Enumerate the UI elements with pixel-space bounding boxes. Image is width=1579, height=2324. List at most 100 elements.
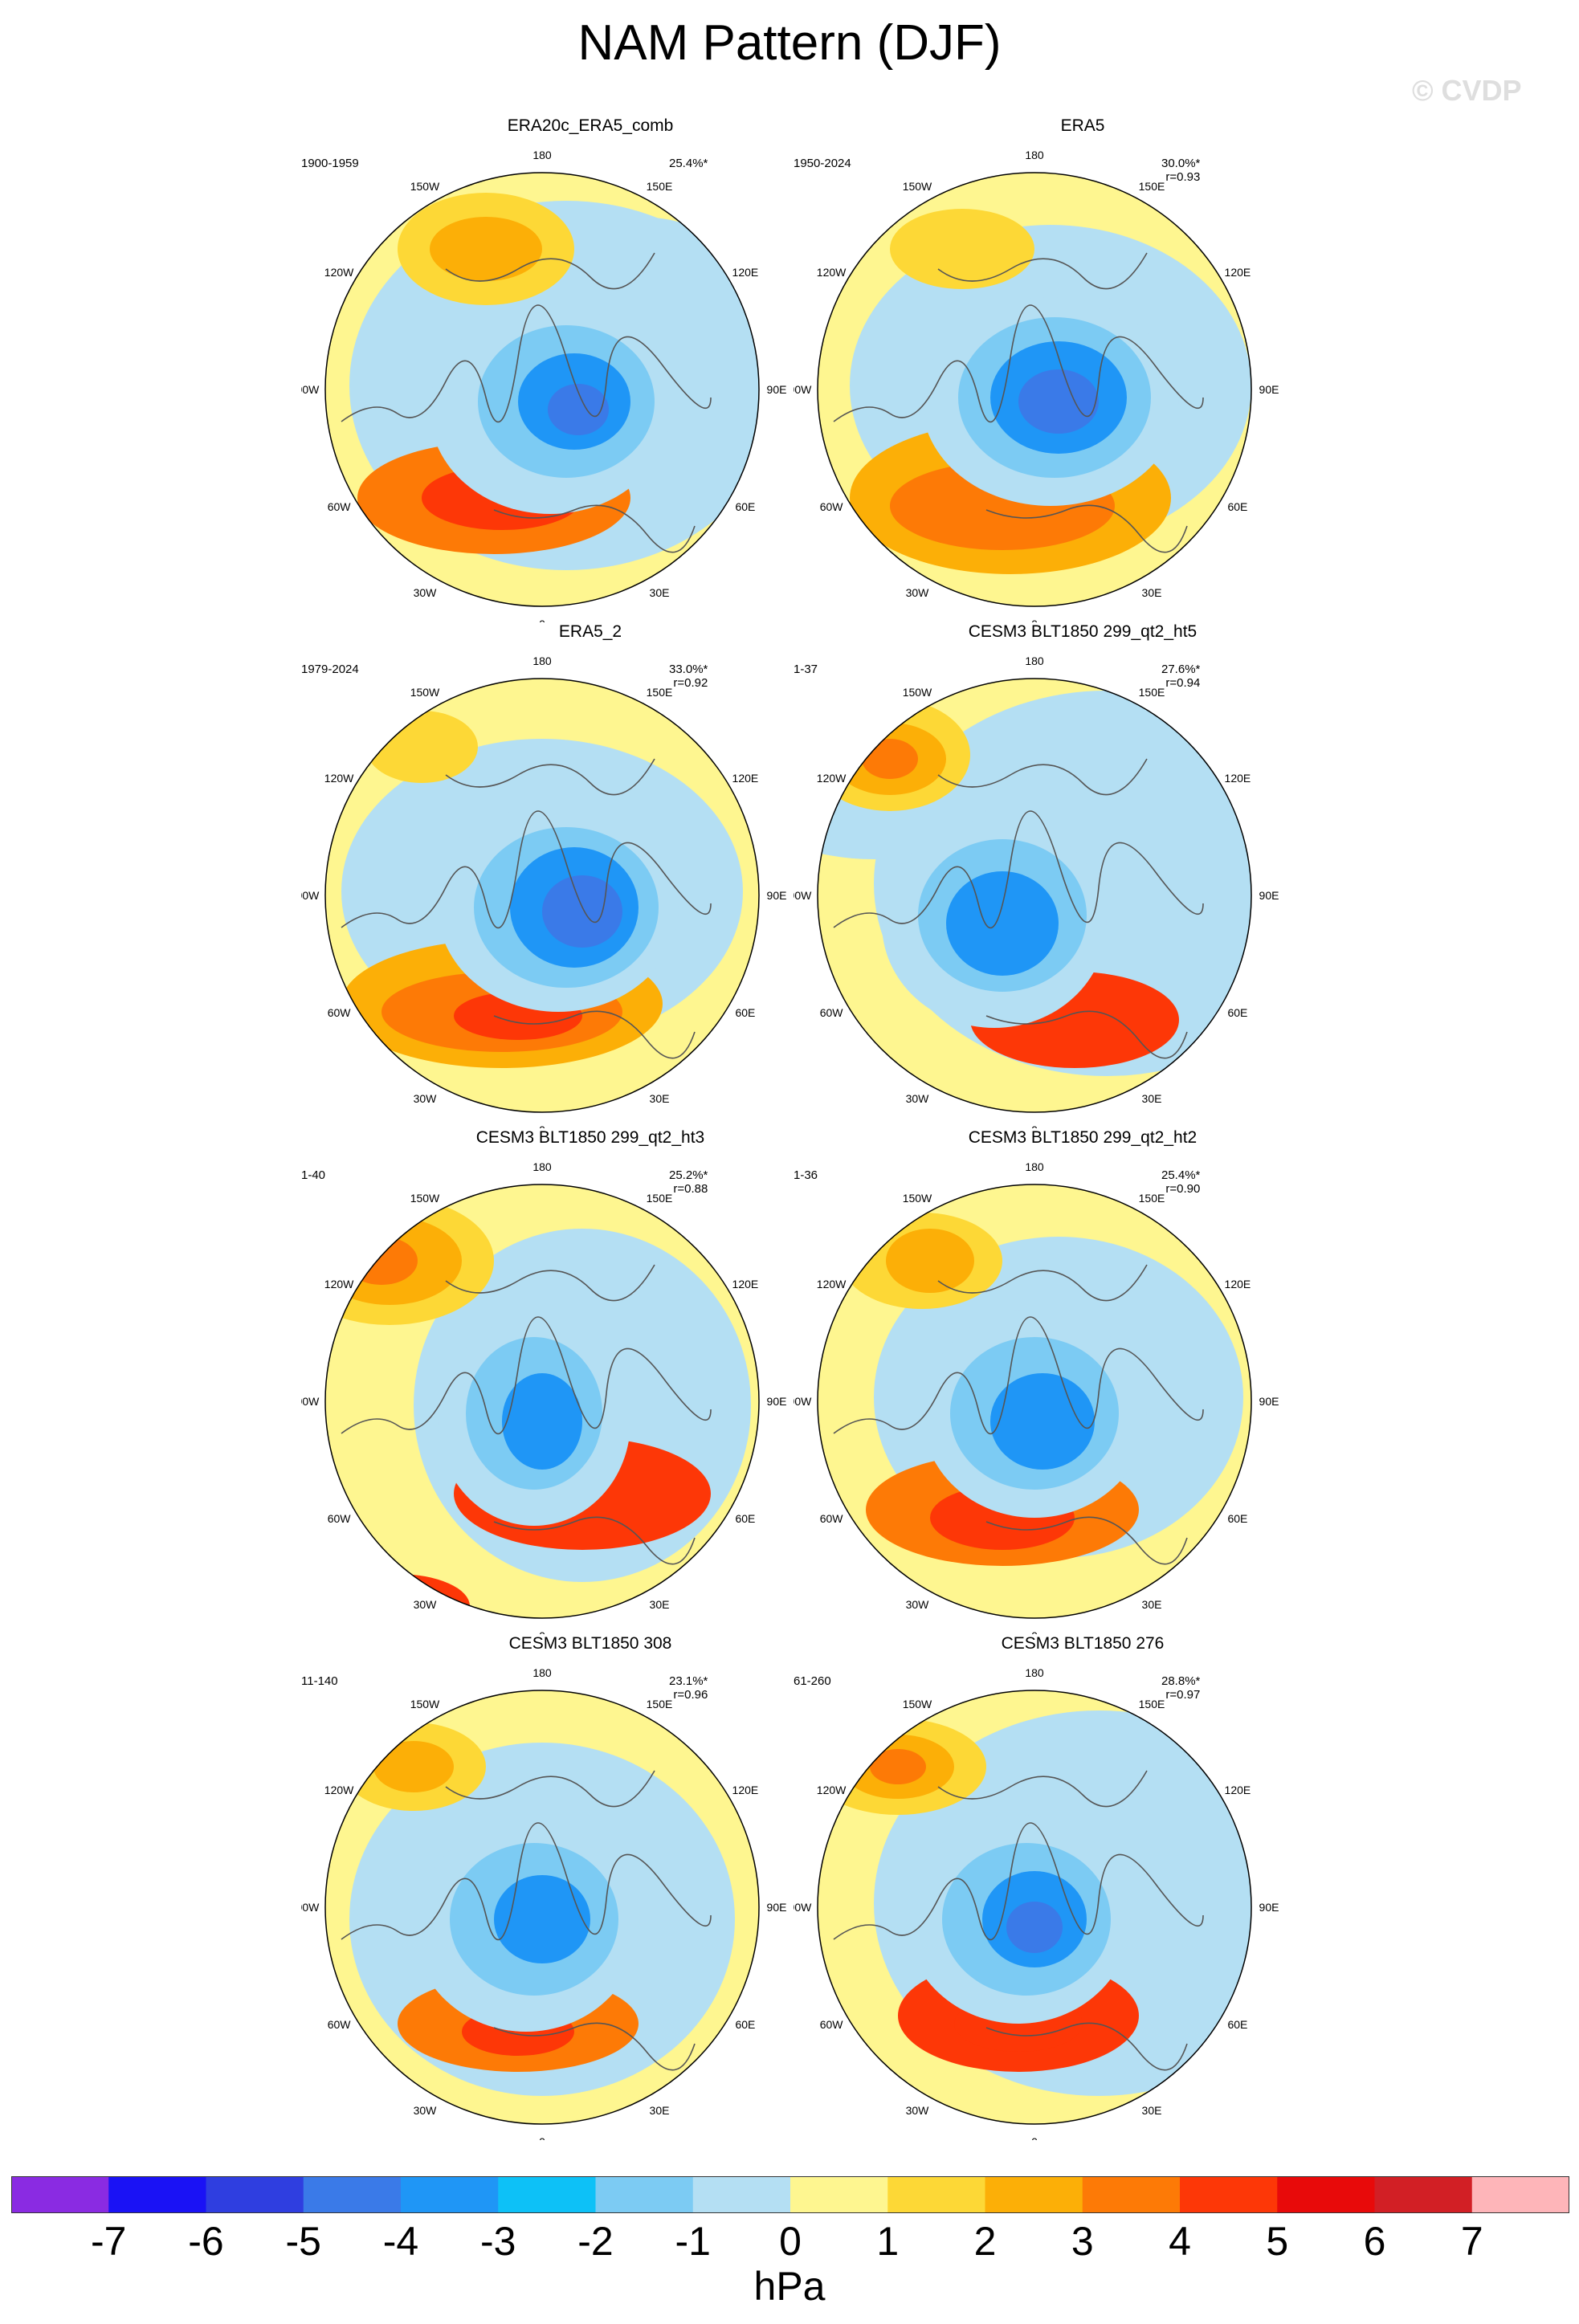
panel-years: 1-40 — [301, 1168, 326, 1182]
watermark: © CVDP — [1412, 74, 1522, 107]
longitude-label: 0 — [539, 1629, 545, 1634]
longitude-label: 180 — [532, 1160, 552, 1173]
longitude-label: 60E — [735, 500, 755, 513]
polar-map: 180 150E 120E 90E 60E 30E 0 30W 60W 90W 120W 150W — [794, 1666, 1279, 2140]
longitude-label: 90E — [767, 1395, 787, 1408]
longitude-label: 30W — [906, 586, 930, 599]
longitude-label: 120W — [324, 1784, 354, 1796]
pattern-correlation: r=0.92 — [673, 676, 708, 690]
pattern-correlation: r=0.90 — [1165, 1182, 1201, 1196]
longitude-label: 60W — [328, 2018, 352, 2031]
longitude-label: 60E — [735, 1006, 755, 1019]
longitude-label: 150W — [903, 1698, 932, 1710]
negative-anomaly-region — [502, 1373, 582, 1470]
positive-anomaly-region — [345, 1237, 418, 1285]
longitude-label: 150W — [903, 686, 932, 699]
colorbar-swatch — [1374, 2176, 1473, 2213]
colorbar-tick-label: 0 — [779, 2219, 802, 2264]
longitude-label: 180 — [532, 149, 552, 161]
longitude-label: 180 — [532, 1666, 552, 1679]
polar-map: 180 150E 120E 90E 60E 30E 0 30W 60W 90W 120W 150W — [794, 654, 1279, 1128]
longitude-label: 30E — [650, 1092, 670, 1105]
variance-explained: 33.0%* — [669, 663, 708, 676]
colorbar-tick-label: -2 — [577, 2219, 614, 2264]
map-boundary — [324, 1184, 760, 1619]
colorbar-swatch — [985, 2176, 1083, 2213]
longitude-label: 90W — [301, 383, 320, 396]
longitude-label: 150E — [1139, 686, 1165, 699]
panel-stats: 27.6%* r=0.94 — [1161, 663, 1200, 690]
coastline — [341, 1770, 712, 2071]
longitude-label: 60E — [735, 2018, 755, 2031]
longitude-label: 60W — [820, 2018, 844, 2031]
colorbar-tick-label: 2 — [973, 2219, 997, 2264]
longitude-label: 30E — [650, 586, 670, 599]
longitude-label: 180 — [1025, 1160, 1044, 1173]
colorbar-tick-label: 6 — [1363, 2219, 1386, 2264]
variance-explained: 25.4%* — [669, 157, 708, 170]
colorbar-swatch — [887, 2176, 985, 2213]
longitude-label: 180 — [532, 654, 552, 667]
colorbar-tick-label: -1 — [675, 2219, 711, 2264]
polar-map: 180 150E 120E 90E 60E 30E 0 30W 60W 90W 120W 150W — [794, 1160, 1279, 1634]
longitude-label: 90W — [794, 889, 812, 902]
longitude-label: 120E — [732, 266, 759, 279]
polar-map: 180 150E 120E 90E 60E 30E 0 30W 60W 90W 120W 150W — [301, 654, 786, 1128]
panel-title: CESM3 BLT1850 276 — [1001, 1634, 1165, 1653]
polar-map: 180 150E 120E 90E 60E 30E 0 30W 60W 90W 120W 150W — [301, 1160, 787, 1634]
longitude-label: 90E — [1259, 1901, 1279, 1914]
longitude-label: 120E — [1225, 1278, 1251, 1290]
map-panel: ERA20c_ERA5_comb 1900-1959 25.4%* 180 150E 12… — [301, 116, 879, 622]
longitude-label: 120E — [1225, 772, 1251, 785]
longitude-label: 30E — [1142, 1092, 1162, 1105]
pattern-correlation: r=0.88 — [673, 1182, 708, 1196]
colorbar-swatch — [1082, 2176, 1181, 2213]
longitude-label: 180 — [1025, 1666, 1044, 1679]
longitude-label: 180 — [1025, 149, 1044, 161]
longitude-label: 60E — [735, 1512, 755, 1525]
coastline — [341, 1264, 712, 1565]
longitude-label: 0 — [1031, 618, 1038, 622]
panel-years: 1979-2024 — [301, 663, 359, 676]
variance-explained: 25.2%* — [669, 1168, 708, 1182]
negative-anomaly-region — [548, 384, 609, 435]
longitude-label: 150W — [410, 686, 440, 699]
longitude-label: 150E — [647, 1698, 673, 1710]
colorbar-tick-label: 3 — [1071, 2219, 1094, 2264]
coastline — [833, 252, 1204, 553]
colorbar-swatch — [1180, 2176, 1278, 2213]
map-boundary — [324, 172, 760, 607]
longitude-label: 60E — [1227, 1006, 1247, 1019]
positive-anomaly-region — [870, 1749, 926, 1784]
longitude-label: 150E — [1139, 180, 1165, 193]
longitude-label: 150E — [1139, 1192, 1165, 1205]
colorbar-swatch — [1471, 2176, 1569, 2213]
longitude-label: 60W — [820, 1006, 844, 1019]
longitude-label: 180 — [1025, 654, 1044, 667]
longitude-label: 30E — [1142, 586, 1162, 599]
negative-anomaly-region — [1006, 1902, 1063, 1953]
colorbar-swatch — [595, 2176, 694, 2213]
panel-title: CESM3 BLT1850 299_qt2_ht5 — [968, 622, 1198, 641]
colorbar-swatch — [1277, 2176, 1375, 2213]
longitude-label: 30W — [414, 1092, 438, 1105]
panel-years: 1900-1959 — [301, 157, 359, 170]
longitude-label: 30W — [906, 1092, 930, 1105]
colorbar-tick-label: -5 — [285, 2219, 321, 2264]
longitude-label: 30W — [906, 2104, 930, 2117]
page-title: NAM Pattern (DJF) — [577, 15, 1002, 71]
longitude-label: 120W — [817, 1278, 847, 1290]
colorbar-tick-label: -4 — [382, 2219, 419, 2264]
longitude-label: 60E — [1227, 500, 1247, 513]
coastline — [341, 758, 712, 1059]
longitude-label: 150E — [1139, 1698, 1165, 1710]
variance-explained: 25.4%* — [1161, 1168, 1201, 1182]
polar-map: 180 150E 120E 90E 60E 30E 0 30W 60W 90W 120W 150W — [301, 1666, 786, 2140]
longitude-label: 120E — [1225, 1784, 1251, 1796]
colorbar-swatch — [206, 2176, 304, 2213]
pattern-correlation: r=0.93 — [1165, 170, 1201, 184]
longitude-label: 0 — [539, 2135, 545, 2140]
colorbar-swatch — [401, 2176, 499, 2213]
longitude-label: 30E — [650, 1598, 670, 1611]
colorbar-units: hPa — [753, 2264, 826, 2309]
